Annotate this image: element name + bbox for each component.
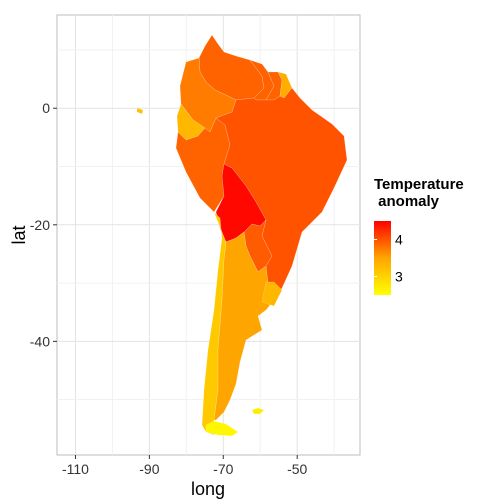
x-tick-label: -50 — [287, 461, 307, 477]
x-tick-label: -90 — [139, 461, 159, 477]
x-axis: -110 -90 -70 -50 — [62, 455, 308, 477]
region-galapagos — [136, 107, 144, 115]
legend: Temperature anomaly 4 3 — [374, 176, 464, 295]
x-axis-title: long — [191, 479, 225, 499]
region-brazil — [215, 87, 348, 301]
y-tick-label: -40 — [30, 333, 50, 349]
x-tick-label: -70 — [213, 461, 233, 477]
legend-tick-label: 3 — [395, 269, 403, 285]
legend-tick-label: 4 — [395, 232, 403, 248]
region-tierra-del-fuego — [205, 420, 239, 437]
y-axis: 0 -20 -40 — [30, 100, 57, 349]
region-paraguay — [243, 219, 273, 273]
map-regions — [136, 34, 348, 437]
legend-title-line2: anomaly — [374, 193, 440, 210]
y-tick-label: 0 — [42, 100, 50, 116]
y-axis-title: lat — [9, 225, 29, 244]
x-tick-label: -110 — [62, 461, 89, 477]
region-uruguay — [261, 281, 283, 307]
region-falklands — [251, 407, 265, 415]
y-tick-label: -20 — [30, 217, 50, 233]
region-argentina — [213, 231, 275, 421]
legend-color-bar — [374, 221, 391, 295]
legend-title-line1: Temperature — [374, 176, 464, 193]
